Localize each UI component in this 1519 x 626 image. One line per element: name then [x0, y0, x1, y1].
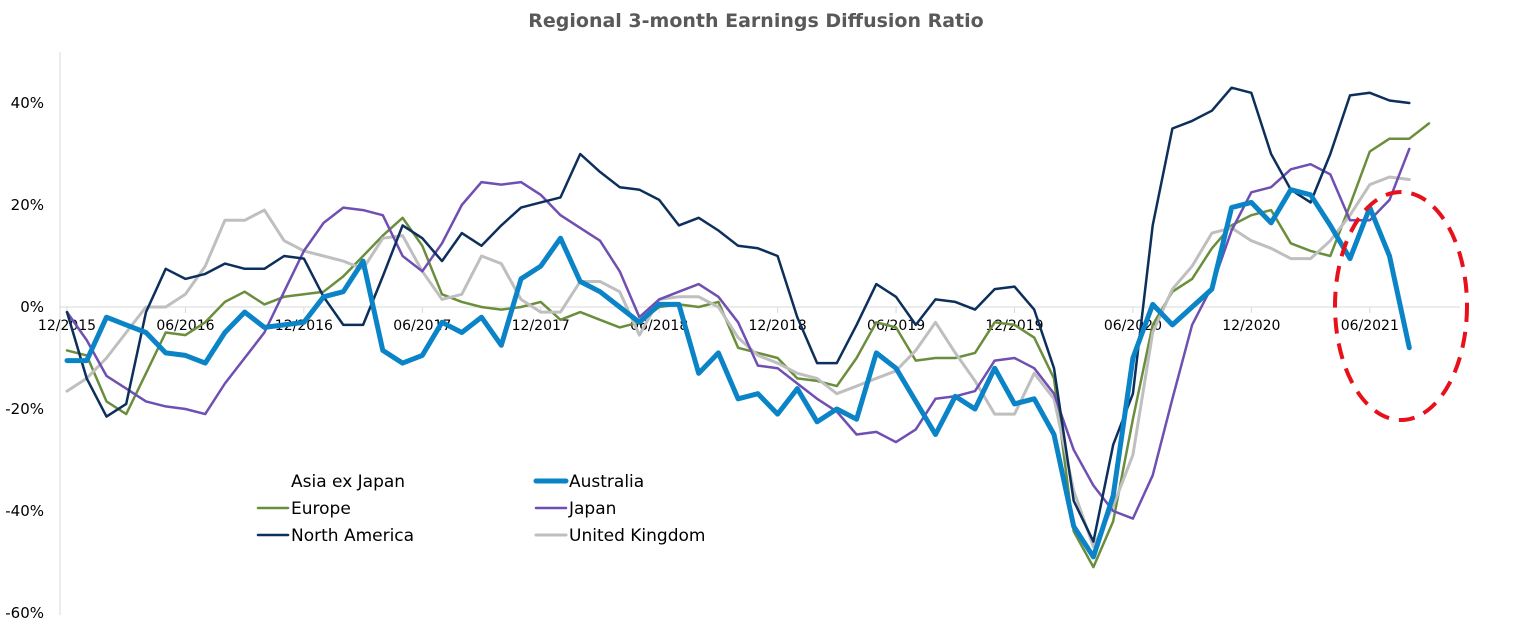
y-tick-label: -60% [5, 604, 44, 622]
y-tick-label: 20% [11, 196, 44, 214]
y-tick-label: 40% [11, 94, 44, 112]
legend-label-europe: Europe [291, 499, 351, 519]
x-tick-label: 06/2018 [630, 318, 688, 334]
x-tick-label: 12/2018 [749, 318, 807, 334]
highlight-ellipse [1333, 190, 1469, 422]
legend-label-japan: Japan [568, 499, 616, 519]
series-line-united-kingdom [65, 175, 1411, 549]
series-line-australia [64, 187, 1412, 560]
series-layer [64, 86, 1431, 569]
x-tick-label: 12/2017 [512, 318, 570, 334]
x-tick-label: 12/2020 [1222, 318, 1280, 334]
x-tick-label: 06/2016 [156, 318, 214, 334]
x-tick-label: 12/2015 [38, 318, 96, 334]
legend-label-united-kingdom: United Kingdom [569, 526, 705, 546]
y-tick-label: -20% [5, 400, 44, 418]
y-tick-label: 0% [20, 298, 44, 316]
x-tick-label: 06/2021 [1341, 318, 1399, 334]
series-line-north-america [65, 86, 1411, 543]
y-tick-label: -40% [5, 502, 44, 520]
x-tick-label: 06/2019 [867, 318, 925, 334]
chart-title: Regional 3-month Earnings Diffusion Rati… [528, 10, 983, 32]
legend-label-asia-ex-japan: Asia ex Japan [291, 472, 405, 492]
series-line-europe [65, 122, 1431, 569]
legend-label-north-america: North America [291, 526, 414, 546]
series-line-japan [65, 147, 1411, 520]
legend-label-australia: Australia [569, 472, 644, 492]
legend: Asia ex Japan Australia Europe Japan North A… [256, 472, 705, 546]
